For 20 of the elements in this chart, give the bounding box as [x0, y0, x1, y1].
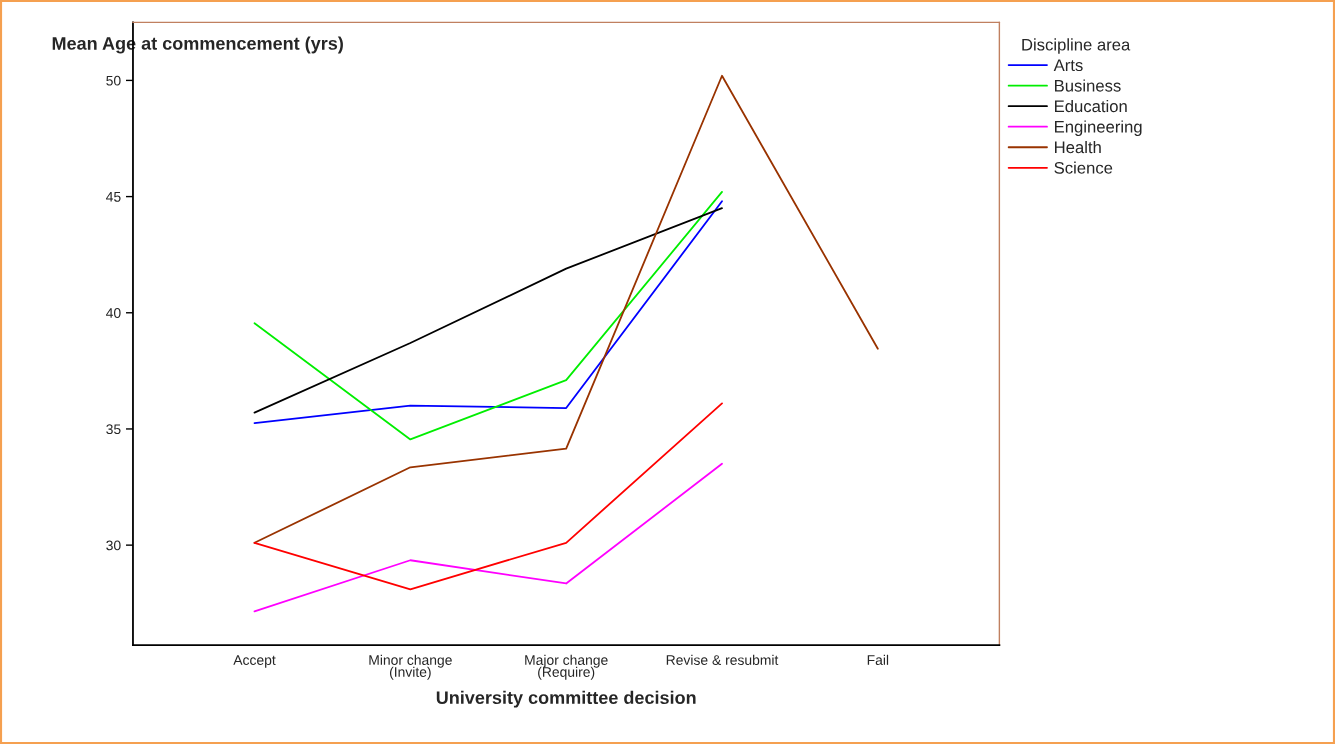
- legend-label: Arts: [1053, 59, 1083, 72]
- x-tick-label: Major change (Require): [525, 654, 608, 680]
- legend-label: Engineering: [1055, 120, 1142, 137]
- x-tick-label: Minor change (Invite): [369, 654, 452, 680]
- y-tick-label: 40: [106, 308, 121, 318]
- x-tick-label: Accept: [233, 655, 276, 668]
- y-tick-label: 50: [106, 75, 121, 86]
- x-axis-title: University committee decision: [436, 690, 696, 708]
- line-series: [253, 74, 879, 544]
- y-tick-label: 45: [106, 192, 121, 202]
- legend-title: Discipline area: [1022, 38, 1131, 54]
- legend-label: Science: [1054, 161, 1113, 174]
- legend-label: Business: [1055, 79, 1121, 92]
- legend-label: Health: [1055, 141, 1101, 154]
- legend-label: Education: [1055, 99, 1127, 113]
- line-series: [253, 462, 723, 613]
- x-tick-label: Fail: [867, 654, 889, 665]
- y-tick-label: 30: [106, 540, 121, 551]
- y-tick-label: 35: [106, 424, 121, 435]
- x-tick-label: Revise & resubmit: [666, 654, 779, 665]
